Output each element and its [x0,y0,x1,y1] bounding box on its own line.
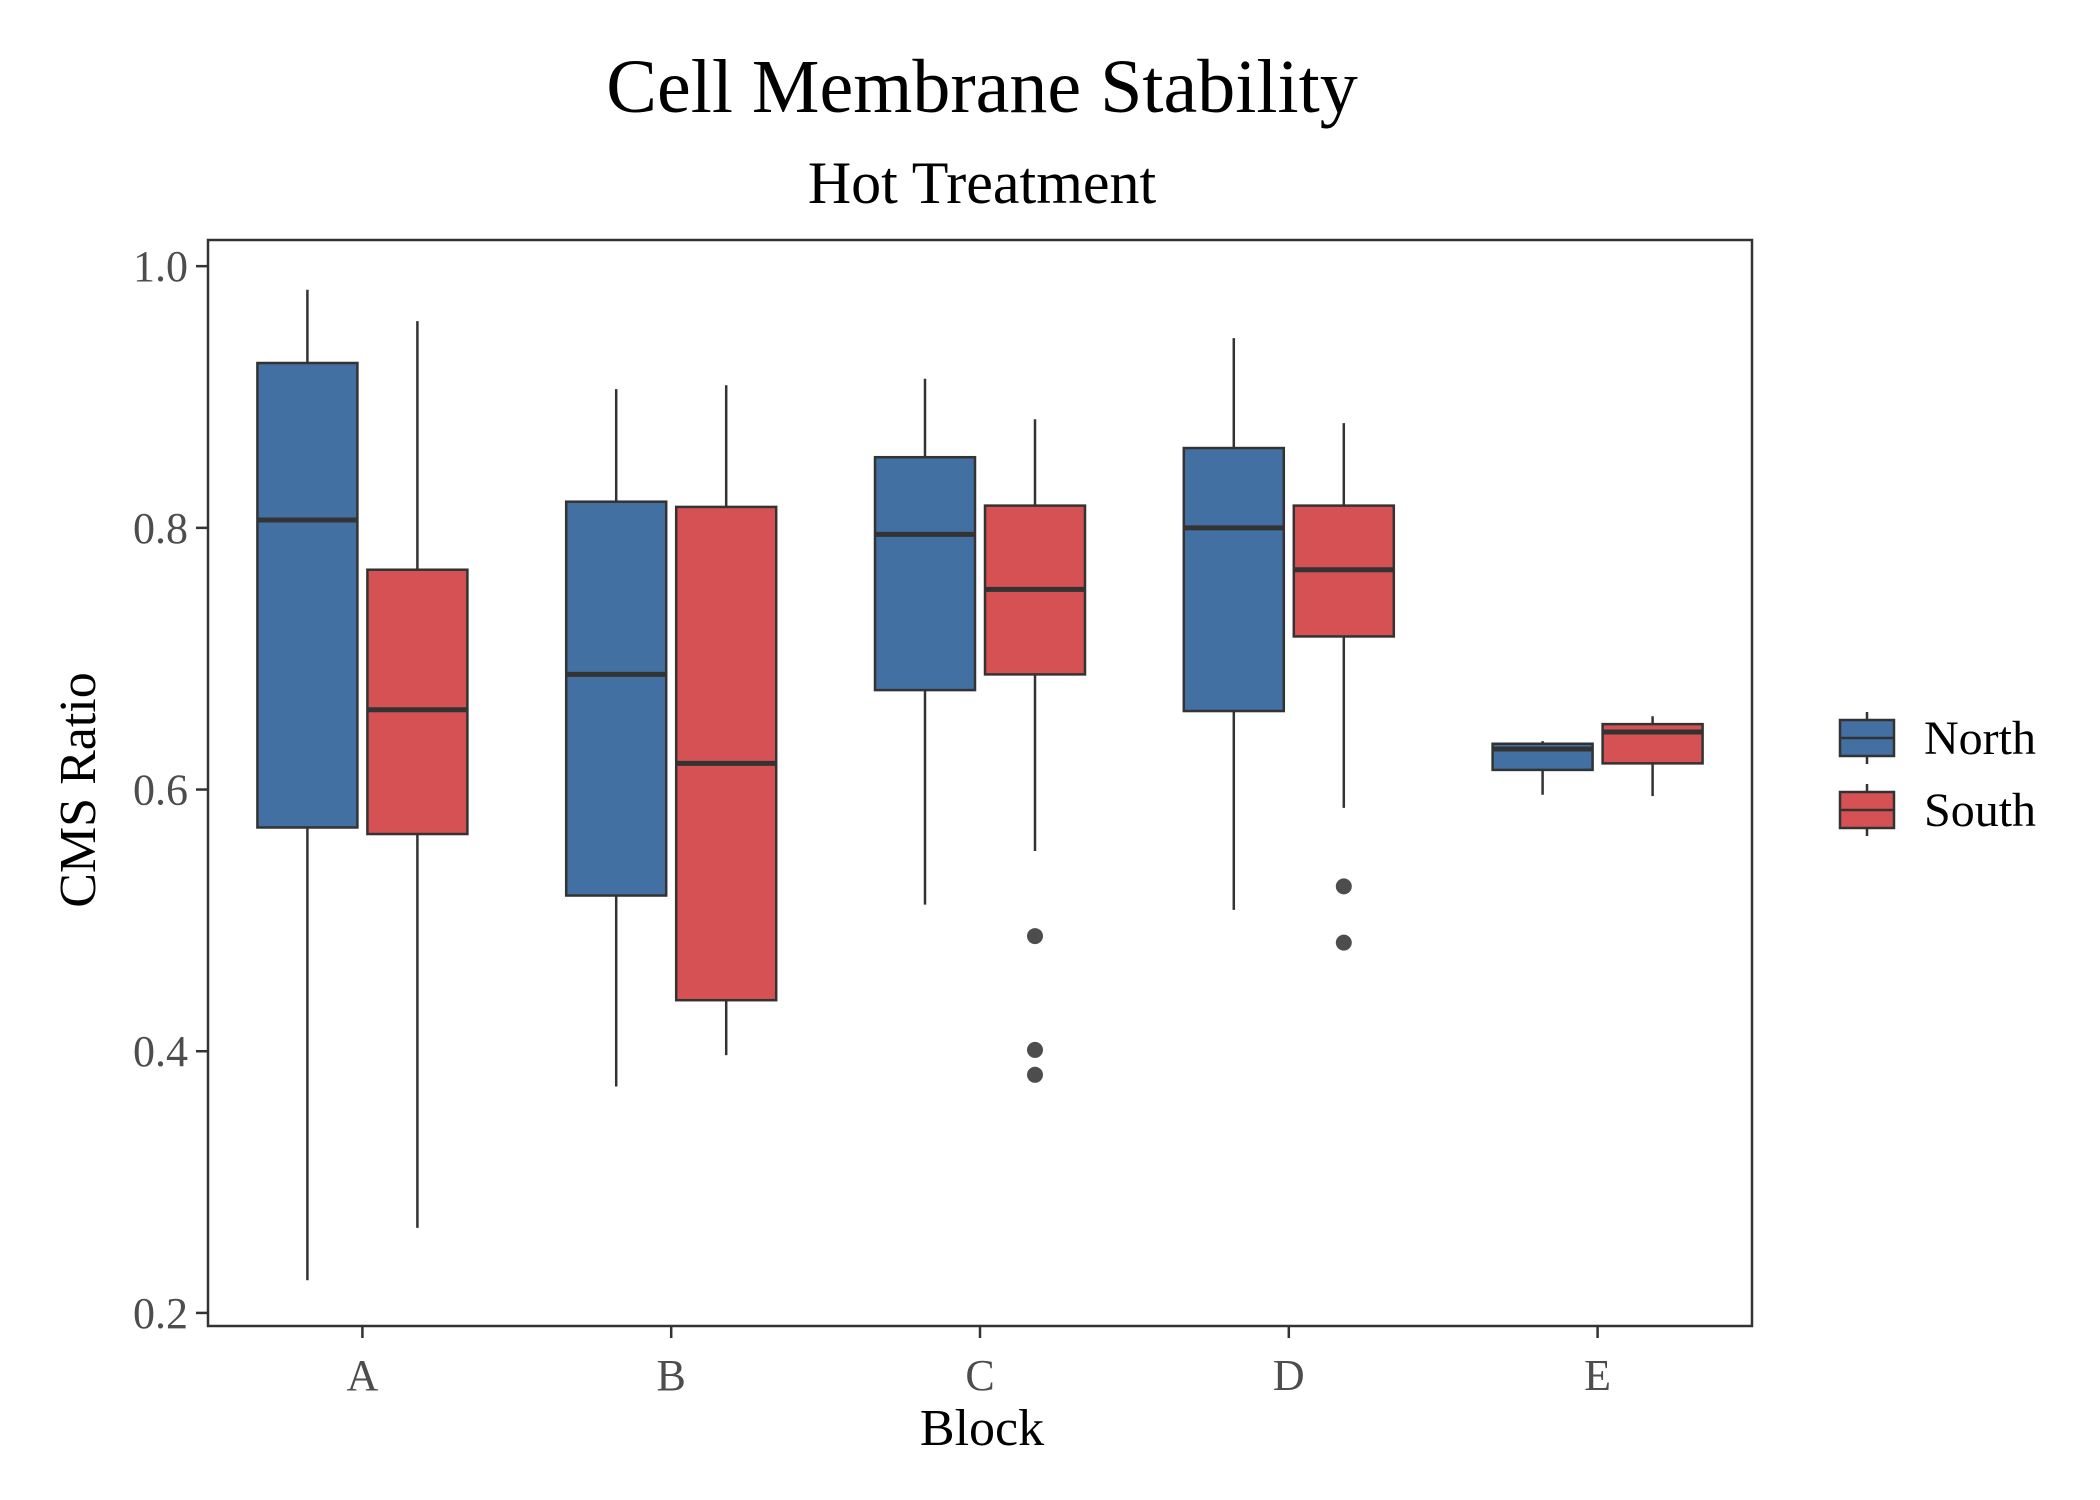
outlier-point [1027,928,1043,945]
box-iqr [564,500,668,897]
box-north-a [256,289,359,1281]
box-south-d [1292,423,1396,951]
legend-item-south: South [1838,784,2036,837]
legend: North South [1838,712,2036,837]
x-tick-label: E [1584,1351,1611,1400]
chart-subtitle: Hot Treatment [808,150,1157,216]
box-iqr [256,361,359,829]
plot-area: 0.2 0.4 0.6 0.8 1.0 A B C D E [133,238,1754,1400]
y-axis-title: CMS Ratio [50,672,107,908]
legend-label: South [1924,784,2036,837]
box-iqr [674,505,778,1002]
x-tick-label: A [347,1351,379,1400]
y-tick-label: 0.2 [133,1289,188,1338]
box-south-c [983,419,1087,1083]
box-iqr [873,455,977,692]
box-north-c [873,378,977,905]
outlier-point [1335,934,1352,951]
y-tick-label: 0.4 [133,1027,188,1076]
box-north-e [1491,741,1594,795]
box-iqr [366,568,469,836]
outlier-point [1335,878,1352,895]
x-axis-title: Block [920,1400,1044,1457]
outlier-point [1027,1041,1043,1058]
box-south-a [366,321,469,1228]
box-south-e [1601,716,1704,797]
legend-item-north: North [1838,712,2036,765]
x-tick-label: D [1273,1351,1305,1400]
chart-title: Cell Membrane Stability [606,45,1357,129]
y-tick-label: 0.6 [133,766,188,815]
box-north-d [1182,338,1286,910]
box-north-b [564,389,668,1087]
x-tick-label: C [965,1351,994,1400]
legend-label: North [1924,712,2036,765]
x-tick-label: B [657,1351,686,1400]
outlier-point [1027,1066,1043,1083]
box-south-b [674,385,778,1056]
box-iqr [1182,446,1286,713]
y-tick-label: 0.8 [133,504,188,553]
y-tick-label: 1.0 [133,242,188,291]
